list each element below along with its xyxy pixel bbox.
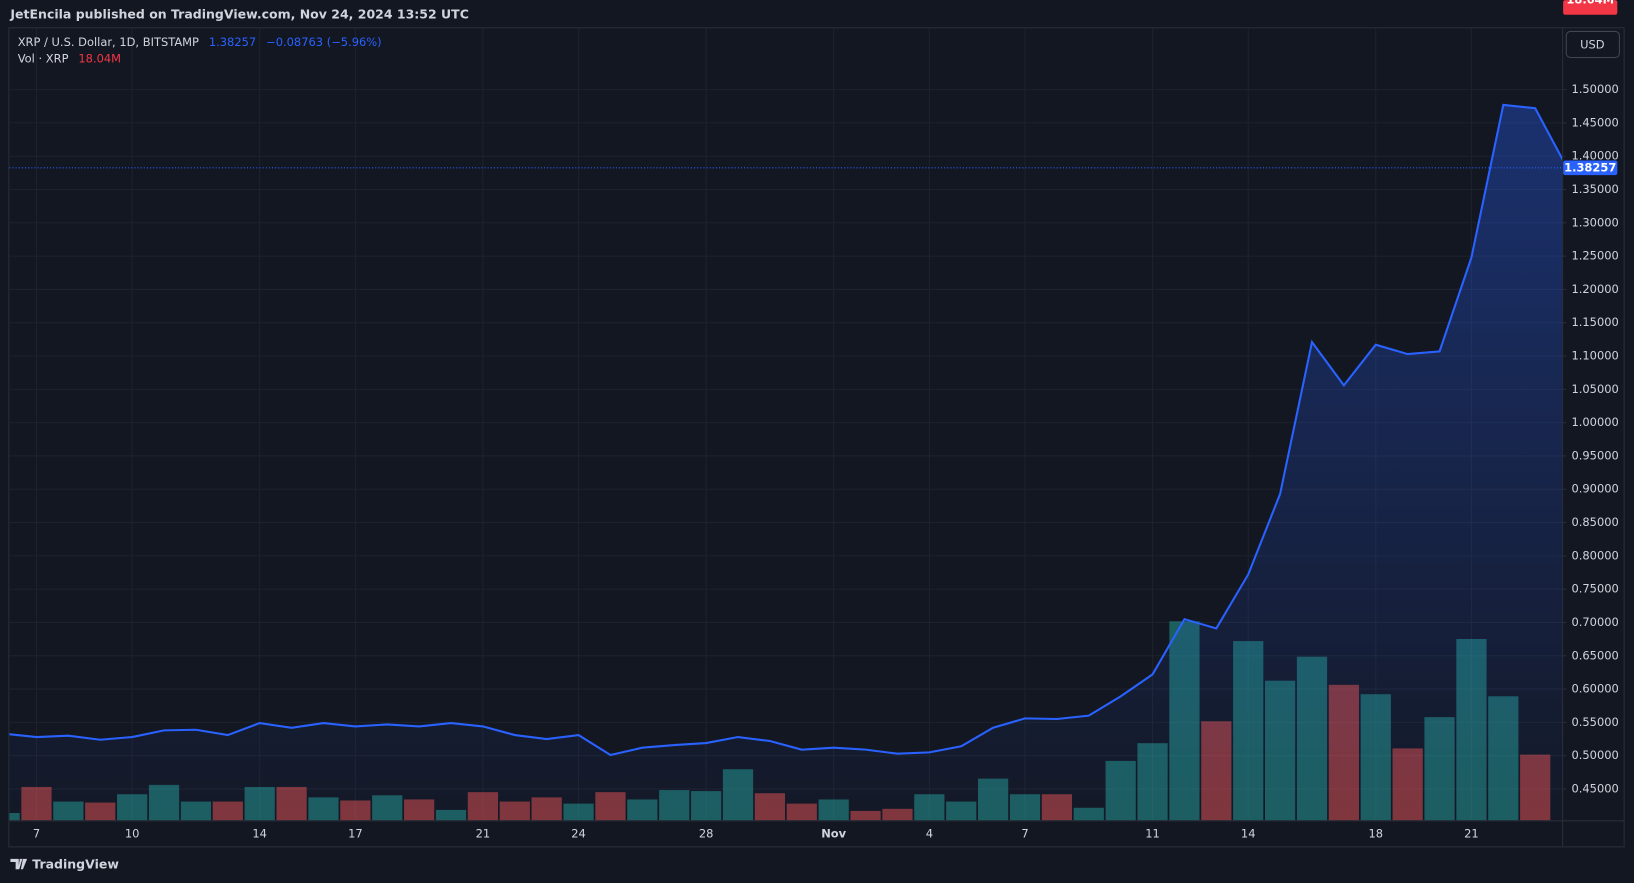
price-area <box>9 104 1563 821</box>
logo-icon <box>10 858 28 870</box>
brand: TradingView <box>32 857 119 872</box>
price-line <box>9 103 1563 757</box>
y-tick-label: 1.45000 <box>1571 115 1618 129</box>
currency[interactable]: USD <box>1580 37 1605 51</box>
currency-button[interactable] <box>1565 30 1620 59</box>
last-price-label: 1.38257 <box>1564 160 1616 174</box>
x-tick-label: 14 <box>252 826 267 840</box>
symbol: XRP / U.S. Dollar, 1D, BITSTAMP <box>18 34 199 48</box>
y-tick-label: 0.60000 <box>1571 682 1618 696</box>
y-tick-label: 0.75000 <box>1571 582 1618 596</box>
y-tick-label: 0.95000 <box>1571 448 1618 462</box>
volume-label: 18.04M <box>1566 0 1614 7</box>
y-tick-label: 0.85000 <box>1571 515 1618 529</box>
y-tick-label: 0.70000 <box>1571 615 1618 629</box>
y-tick-label: 1.00000 <box>1571 415 1618 429</box>
y-tick-label: 1.20000 <box>1571 282 1618 296</box>
y-tick-label: 1.40000 <box>1571 149 1618 163</box>
plot <box>9 103 1563 821</box>
change: −0.08763 (−5.96%) <box>266 34 382 48</box>
x-tick-label: 21 <box>1464 826 1479 840</box>
last-price: 1.38257 <box>209 34 256 48</box>
x-tick-label: Nov <box>821 826 846 840</box>
y-tick-label: 1.30000 <box>1571 215 1618 229</box>
y-tick-label: 1.35000 <box>1571 182 1618 196</box>
y-tick-label: 1.50000 <box>1571 82 1618 96</box>
volume-badge <box>1563 0 1618 15</box>
legend-volume: Vol · XRP 18.04M <box>18 51 121 65</box>
published: JetEncila published on TradingView.com, … <box>9 6 468 21</box>
x-tick-label: 14 <box>1241 826 1256 840</box>
y-tick-label: 0.45000 <box>1571 781 1618 795</box>
volume-name: Vol · XRP <box>18 51 69 65</box>
axes: 0.45000 0.50000 0.55000 0.60000 0.65000 0.700… <box>33 0 1619 840</box>
y-tick-label: 0.65000 <box>1571 648 1618 662</box>
y-tick-label: 1.05000 <box>1571 382 1618 396</box>
y-tick-label: 0.80000 <box>1571 548 1618 562</box>
y-tick-label: 1.25000 <box>1571 249 1618 263</box>
y-tick-label: 1.10000 <box>1571 349 1618 363</box>
y-tick-label: 0.50000 <box>1571 748 1618 762</box>
frame <box>8 27 1625 848</box>
x-tick-label: 28 <box>699 826 714 840</box>
x-tick-label: 21 <box>476 826 491 840</box>
last-price-badge <box>1563 160 1618 176</box>
x-tick-label: 17 <box>348 826 363 840</box>
legend-price: XRP / U.S. Dollar, 1D, BITSTAMP 1.38257 … <box>18 34 382 48</box>
x-tick-label: 4 <box>926 826 933 840</box>
x-tick-label: 18 <box>1368 826 1383 840</box>
x-tick-label: 7 <box>1021 826 1028 840</box>
volume-last: 18.04M <box>78 51 121 65</box>
x-tick-label: 24 <box>571 826 586 840</box>
x-tick-label: 11 <box>1145 826 1160 840</box>
y-tick-label: 0.90000 <box>1571 482 1618 496</box>
y-tick-label: 0.55000 <box>1571 715 1618 729</box>
y-tick-label: 1.15000 <box>1571 315 1618 329</box>
logo: TradingView <box>10 857 119 872</box>
x-tick-label: 10 <box>125 826 140 840</box>
x-tick-label: 7 <box>33 826 40 840</box>
